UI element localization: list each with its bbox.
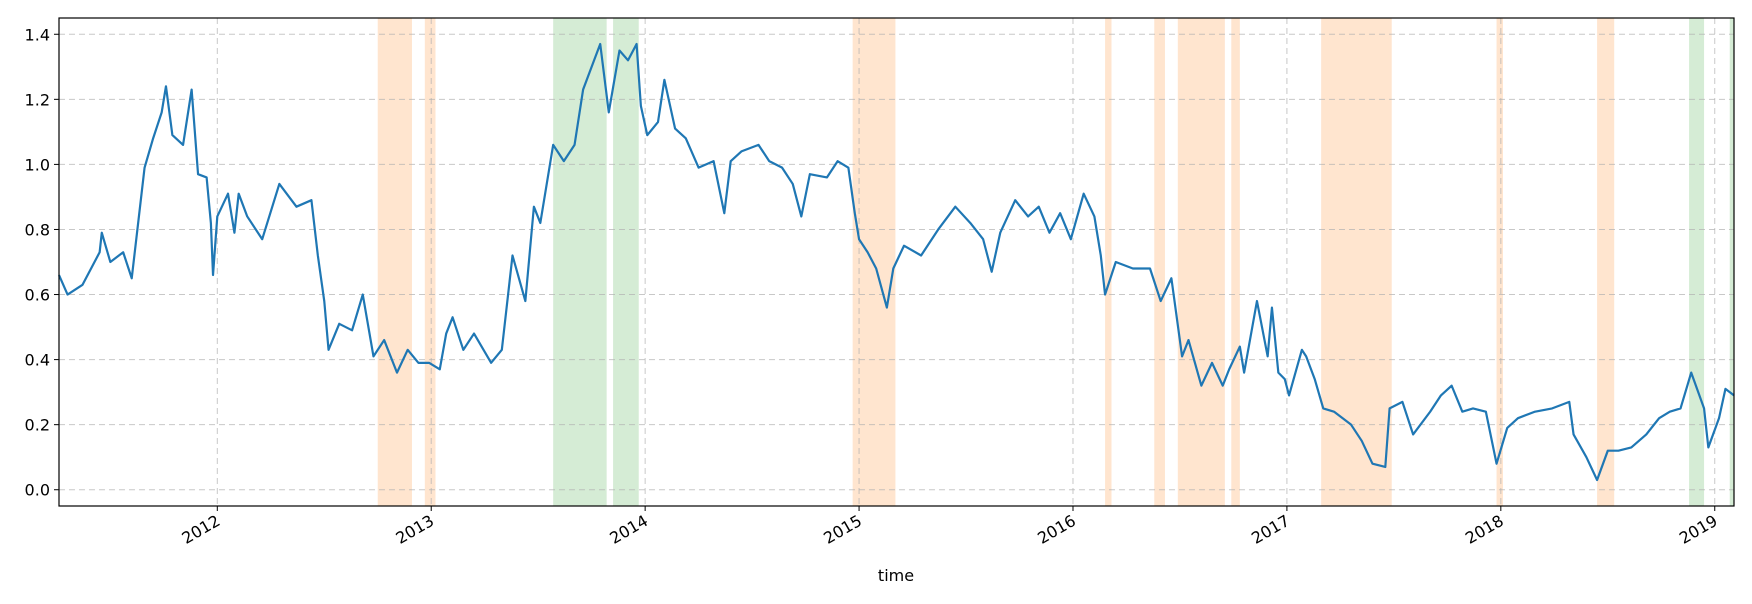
x-tick-label: 2012	[179, 511, 224, 548]
shaded-span	[1105, 18, 1112, 506]
y-tick-label: 0.4	[25, 351, 50, 370]
plot	[57, 42, 1735, 482]
shaded-span	[1154, 18, 1165, 506]
shaded-span	[1231, 18, 1240, 506]
y-tick-label: 0.6	[25, 286, 50, 305]
x-tick-label: 2014	[606, 511, 651, 548]
spans	[377, 18, 1734, 506]
series-line	[57, 42, 1735, 482]
shaded-span	[613, 18, 639, 506]
y-tick-label: 1.0	[25, 155, 50, 174]
x-tick-label: 2016	[1034, 511, 1079, 548]
shaded-span	[424, 18, 436, 506]
shaded-span	[1177, 18, 1225, 506]
grid	[59, 18, 1734, 506]
x-tick-label: 2013	[392, 511, 437, 548]
x-tick-label: 2018	[1462, 511, 1507, 548]
shaded-span	[553, 18, 607, 506]
y-tick-label: 0.2	[25, 416, 50, 435]
y-tick-label: 0.8	[25, 220, 50, 239]
shaded-span	[1597, 18, 1615, 506]
x-tick-label: 2017	[1248, 511, 1293, 548]
shaded-span	[1689, 18, 1705, 506]
shaded-span	[377, 18, 412, 506]
x-tick-label: 2015	[820, 511, 865, 548]
y-tick-label: 1.4	[25, 25, 50, 44]
x-axis-label: time	[878, 566, 914, 585]
y-tick-label: 0.0	[25, 481, 50, 500]
shaded-span	[1729, 18, 1734, 506]
shaded-span	[1496, 18, 1503, 506]
x-tick-label: 2019	[1676, 511, 1721, 548]
plot-frame	[58, 17, 1735, 507]
y-tick-label: 1.2	[25, 90, 50, 109]
